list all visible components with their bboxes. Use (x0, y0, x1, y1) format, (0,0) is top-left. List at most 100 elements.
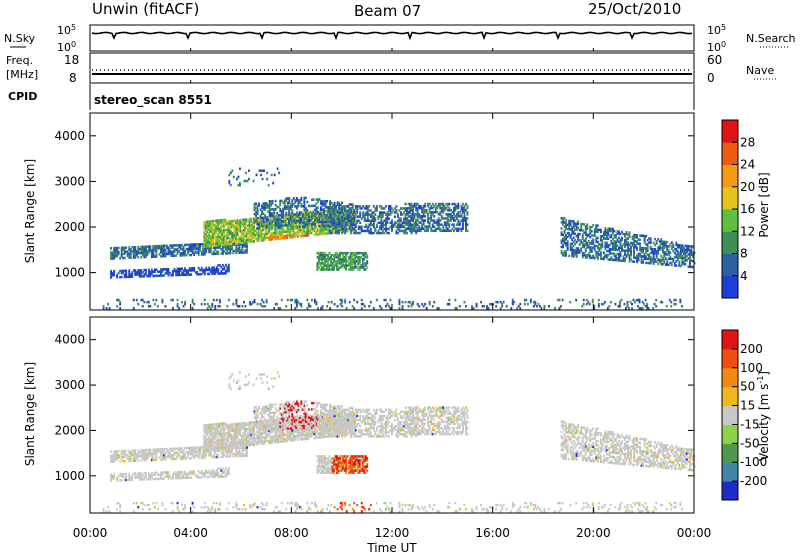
power-cell (627, 253, 629, 257)
power-cell (306, 307, 309, 310)
power-cell (295, 300, 298, 304)
power-cell (586, 227, 589, 230)
power-cell (575, 234, 578, 238)
power-cell (403, 219, 405, 222)
power-cell (378, 225, 381, 229)
power-cell (586, 223, 589, 226)
power-cell (446, 215, 449, 218)
velocity-cell (128, 451, 131, 454)
power-cell (241, 251, 244, 254)
power-cell (578, 233, 581, 236)
power-cell (568, 234, 571, 237)
power-cell (661, 248, 664, 252)
power-cell (150, 272, 153, 276)
power-cell (290, 236, 293, 239)
power-cell (178, 267, 180, 271)
power-cell (215, 223, 218, 227)
power-cell (562, 217, 564, 220)
power-cell (571, 254, 574, 258)
power-cell (625, 231, 628, 234)
beam-title: Beam 07 (354, 2, 421, 20)
power-cell (221, 243, 224, 246)
velocity-cell (153, 448, 156, 451)
power-cell (253, 233, 255, 237)
power-cell (406, 221, 408, 224)
power-cell (329, 213, 331, 216)
velocity-cell (114, 456, 117, 459)
power-cell (331, 264, 334, 267)
power-cell (319, 258, 322, 261)
power-cell (215, 225, 218, 229)
power-cell (442, 206, 445, 210)
power-cell (581, 243, 584, 246)
power-cell (102, 305, 105, 308)
velocity-cell (172, 453, 174, 457)
power-cell (170, 274, 173, 277)
velocity-cell (153, 473, 156, 477)
power-cell (288, 221, 291, 225)
power-cell (462, 217, 464, 220)
power-cell (448, 206, 451, 210)
power-cell (253, 225, 255, 229)
power-cell (163, 246, 165, 250)
power-cell (353, 307, 356, 310)
velocity-cell (235, 450, 238, 454)
power-cell (119, 269, 122, 273)
power-cell (285, 199, 288, 202)
velocity-cell (144, 450, 147, 454)
power-cell (571, 252, 574, 256)
power-cell (687, 253, 690, 256)
velocity-cell (216, 431, 219, 434)
power-cell (299, 228, 302, 232)
power-cell (407, 223, 410, 226)
velocity-cell (178, 472, 180, 476)
power-cell (190, 253, 193, 257)
power-cell (412, 225, 414, 228)
power-cell (351, 258, 354, 261)
power-cell (592, 256, 595, 260)
power-cell (332, 221, 334, 224)
power-cell (575, 222, 578, 225)
power-cell (679, 244, 682, 247)
velocity-cell (129, 457, 132, 461)
velocity-cell (166, 475, 168, 478)
power-cell (143, 251, 146, 255)
power-cell (339, 260, 342, 263)
power-cell (600, 302, 603, 306)
power-cell (193, 302, 196, 306)
power-cell (403, 231, 405, 235)
power-cell (316, 264, 319, 267)
velocity-cell (110, 460, 112, 463)
power-cell (303, 209, 306, 212)
power-cell (597, 305, 600, 308)
power-cell (283, 236, 286, 240)
power-cell (336, 203, 339, 207)
power-cell (239, 227, 242, 230)
power-cell (366, 262, 369, 265)
power-cell (562, 252, 564, 255)
power-cell (203, 227, 206, 230)
power-cell (548, 305, 550, 308)
power-cell (266, 216, 269, 219)
velocity-cell (199, 450, 202, 453)
power-cell (363, 229, 366, 233)
power-cell (371, 223, 374, 227)
power-cell (604, 227, 607, 230)
power-cell (385, 305, 387, 308)
power-cell (615, 240, 617, 243)
power-cell (231, 225, 234, 229)
power-cell (460, 227, 463, 230)
velocity-cell (178, 447, 180, 450)
power-cell (312, 221, 315, 224)
power-cell (369, 229, 372, 233)
velocity-cell (212, 435, 215, 438)
power-cell (325, 215, 328, 219)
power-cell (282, 211, 285, 215)
power-cell (218, 237, 221, 241)
power-cell (269, 238, 272, 241)
power-cell (233, 231, 236, 235)
power-cell (349, 258, 352, 261)
power-cell (612, 248, 614, 251)
power-cell (316, 212, 319, 216)
power-cell (364, 262, 367, 265)
